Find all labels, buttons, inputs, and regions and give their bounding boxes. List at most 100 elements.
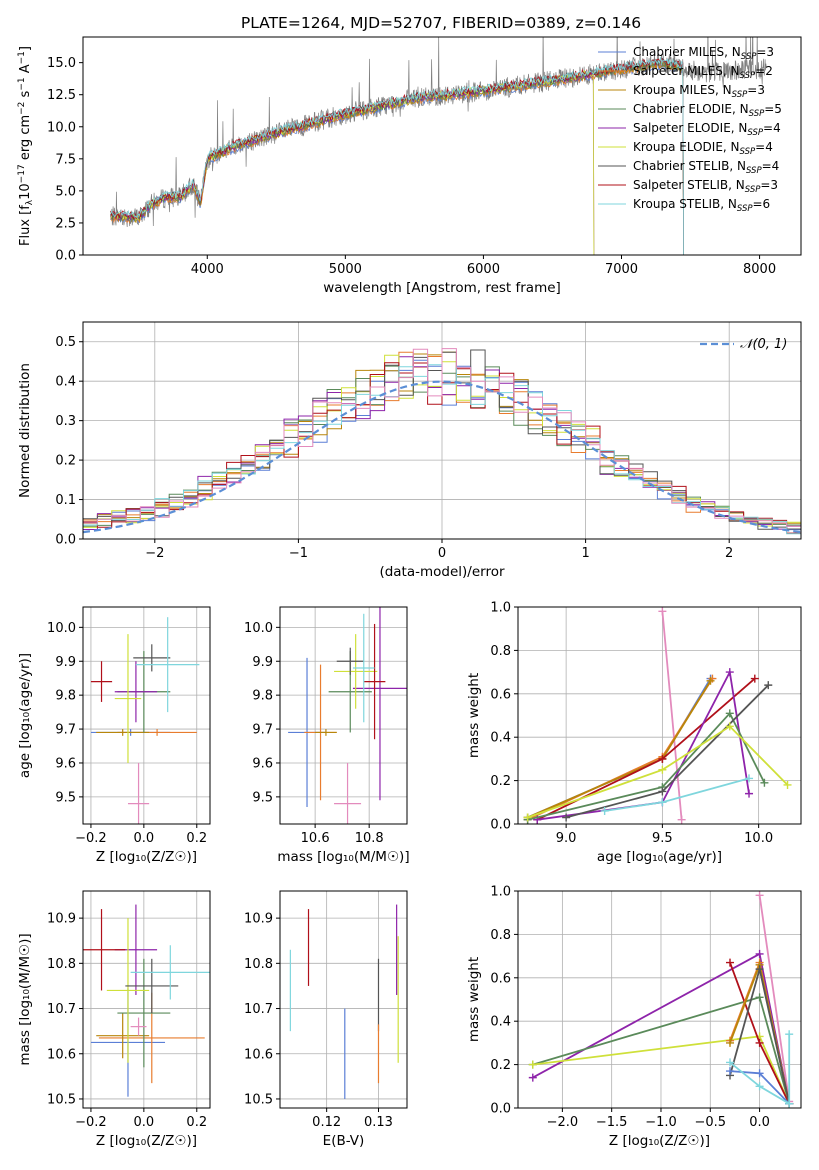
y-tick-label: 9.7 [252, 723, 273, 738]
errorbar-point [96, 1013, 150, 1059]
errorbar-point [315, 729, 337, 736]
y-tick-label: 0.6 [490, 687, 511, 702]
figure-title: PLATE=1264, MJD=52707, FIBERID=0389, z=0… [241, 14, 641, 32]
x-tick-label: 6000 [467, 262, 500, 277]
y-tick-label: 9.5 [55, 790, 76, 805]
x-tick-label: 0.0 [749, 1115, 770, 1130]
model-spectrum-line-krou-miles [110, 60, 684, 255]
errorbar-point [334, 762, 362, 824]
weight-marker [783, 780, 792, 789]
x-tick-label: 1 [581, 546, 589, 561]
weight-marker [785, 1099, 794, 1108]
weight-line [527, 678, 714, 821]
errorbar-point [352, 613, 375, 723]
y-tick-label: 10.6 [244, 1047, 273, 1062]
weight-marker [750, 674, 759, 683]
x-tick-label: 9.5 [652, 831, 673, 846]
y-tick-label: 0.0 [490, 1102, 511, 1117]
weight-marker [745, 789, 754, 798]
x-tick-label: 0.0 [134, 1115, 155, 1130]
x-tick-label: −2 [145, 546, 164, 561]
y-tick-label: 10.6 [47, 1047, 76, 1062]
mass-vs-Z-panel: −0.2 0.0 0.2 10.5 10.6 10.7 10.8 10.9 Z [log₁₀(Z… [17, 890, 211, 1149]
x-tick-label: −1 [289, 546, 308, 561]
x-axis-label: age [log₁₀(age/yr)] [597, 849, 722, 865]
histogram-extra [83, 348, 801, 527]
y-tick-label: 0.3 [55, 414, 76, 429]
y-tick-label: 0.0 [55, 533, 76, 548]
model-spectrum-line-salp-stelib [110, 57, 684, 255]
x-tick-label: −1.0 [645, 1115, 677, 1130]
y-axis-label: age [log₁₀(age/yr)] [17, 653, 33, 778]
x-tick-label: 8000 [743, 262, 776, 277]
y-axis-label: Flux [fλ10−17 erg cm−2 s−1 A−1] [17, 46, 35, 246]
weight-marker [755, 1082, 764, 1091]
spectrum-plot-area [110, 37, 767, 255]
y-axis-label: mass [log₁₀(M/M☉)] [17, 933, 33, 1065]
observed-spectrum-line [110, 37, 767, 228]
age-vs-mass-panel: 10.6 10.8 9.5 9.6 9.7 9.8 9.9 10.0 mass [log₁₀(M… [244, 606, 410, 865]
y-tick-label: 0.4 [55, 375, 76, 390]
errorbar-point [127, 762, 150, 824]
errorbar-point [334, 634, 378, 709]
y-tick-label: 10.7 [244, 1002, 273, 1017]
weight-marker [528, 1073, 537, 1082]
y-axis-label: mass weight [466, 957, 482, 1042]
x-tick-label: 10.0 [744, 831, 773, 846]
legend-label-chab-elodie: Chabrier ELODIE, NSSP=5 [633, 102, 782, 119]
x-tick-label: −2.0 [547, 1115, 579, 1130]
y-tick-label: 0.6 [490, 971, 511, 986]
axes-frame [82, 36, 802, 256]
y-tick-label: 0.0 [55, 249, 76, 264]
weight-marker [726, 1058, 735, 1067]
age-vs-Z-panel: −0.2 0.0 0.2 9.5 9.6 9.7 9.8 9.9 10.0 Z [log₁₀(Z/… [17, 606, 211, 865]
errorbar-point [336, 647, 364, 675]
x-tick-label: 9.0 [556, 831, 577, 846]
y-tick-label: 7.5 [55, 152, 76, 167]
y-tick-label: 10.0 [47, 120, 76, 135]
weight-marker [755, 1069, 764, 1078]
y-tick-label: 2.5 [55, 216, 76, 231]
weight-marker [755, 993, 764, 1002]
x-tick-label: 0.0 [134, 831, 155, 846]
axes-frame [279, 890, 408, 1109]
y-tick-label: 0.4 [490, 1015, 511, 1030]
legend-label-salp-miles: Salpeter MILES, NSSP=2 [633, 64, 773, 81]
y-tick-label: 9.8 [55, 689, 76, 704]
y-tick-label: 10.8 [47, 957, 76, 972]
weight-line [527, 711, 766, 821]
weight-vs-Z-panel: −2.0 −1.5 −1.0 −0.5 0.0 0.0 0.2 0.4 0.6 0.8 1.0 Z [… [466, 885, 802, 1149]
legend-label-krou-elodie: Kroupa ELODIE, NSSP=4 [633, 140, 773, 157]
y-tick-label: 1.0 [490, 601, 511, 616]
weight-marker [755, 1038, 764, 1047]
x-tick-label: 0.2 [186, 831, 207, 846]
y-tick-label: 9.9 [55, 655, 76, 670]
weight-marker [677, 815, 686, 824]
y-axis-label: Normed distribution [17, 363, 33, 498]
x-tick-label: 4000 [191, 262, 224, 277]
x-tick-label: 2 [725, 546, 733, 561]
mass-vs-Z-plot-area [83, 904, 210, 1097]
y-tick-label: 0.4 [490, 731, 511, 746]
y-tick-label: 10.0 [47, 621, 76, 636]
errorbar-point [130, 1017, 147, 1036]
weight-line [758, 895, 791, 1102]
weight-marker [755, 965, 764, 974]
errorbar-point [90, 661, 113, 702]
y-tick-label: 10.9 [244, 912, 273, 927]
x-tick-label: 0.2 [186, 1115, 207, 1130]
errorbar-point [133, 644, 171, 672]
weight-marker [726, 958, 735, 967]
axes-frame [279, 606, 408, 825]
y-tick-label: 15.0 [47, 56, 76, 71]
x-axis-label: Z [log₁₀(Z/Z☉)] [96, 1133, 197, 1149]
x-tick-label: 10.6 [301, 831, 330, 846]
y-tick-label: 0.2 [490, 1058, 511, 1073]
legend-label-krou-miles: Kroupa MILES, NSSP=3 [633, 83, 765, 100]
errorbar-point [363, 623, 386, 740]
y-tick-label: 12.5 [47, 88, 76, 103]
model-spectrum-line-salp-miles [110, 60, 684, 255]
axes-frame [517, 606, 802, 825]
axes-frame [517, 890, 802, 1109]
weight-vs-age-plot-area [523, 607, 792, 824]
